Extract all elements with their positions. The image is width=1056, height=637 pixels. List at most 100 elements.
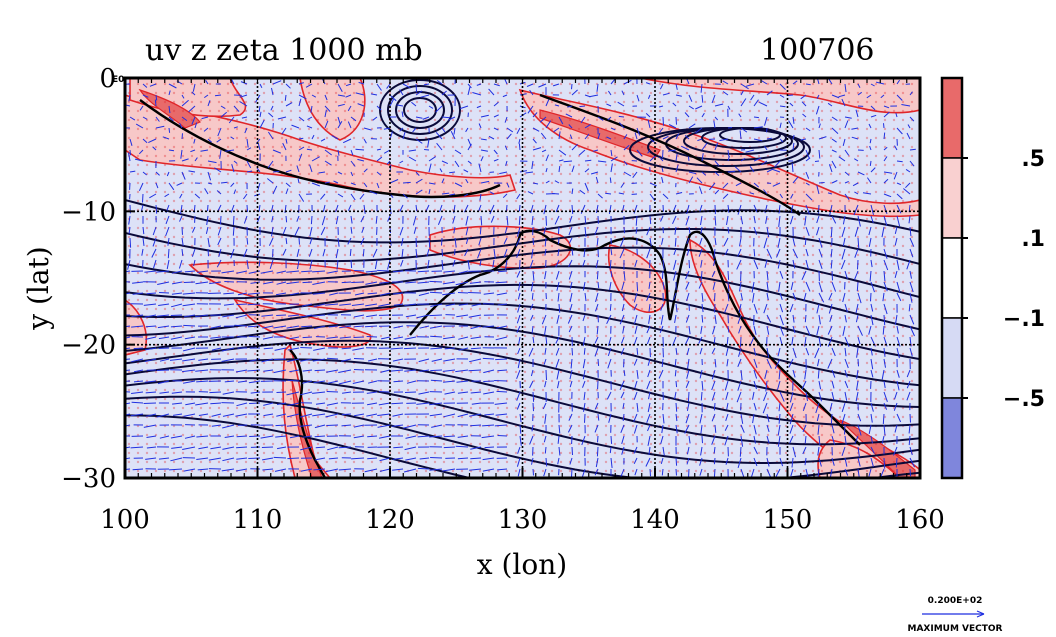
wind-vector — [469, 281, 482, 284]
wind-vector — [545, 457, 548, 467]
wind-vector — [909, 325, 915, 337]
wind-vector — [276, 314, 287, 316]
wind-vector — [855, 391, 859, 402]
wind-vector — [125, 457, 131, 460]
wind-vector — [352, 347, 365, 351]
wind-vector — [452, 259, 456, 267]
wind-vector — [470, 391, 482, 394]
wind-vector — [477, 248, 482, 259]
wind-vector — [125, 270, 131, 273]
wind-vector — [207, 100, 211, 107]
wind-vector — [779, 314, 784, 326]
wind-vector — [158, 336, 170, 340]
wind-vector — [299, 424, 313, 427]
wind-vector — [568, 413, 573, 421]
wind-vector — [527, 105, 534, 114]
wind-vector — [736, 259, 742, 270]
wind-vector — [324, 181, 330, 184]
wind-vector — [353, 336, 365, 338]
wind-vector — [392, 413, 404, 417]
wind-vector — [815, 105, 820, 115]
wind-vector — [287, 402, 300, 407]
wind-vector — [714, 189, 720, 195]
wind-vector — [273, 358, 287, 361]
wind-vector — [530, 281, 534, 292]
wind-vector — [779, 457, 784, 467]
wind-vector — [792, 259, 796, 269]
wind-vector — [623, 171, 632, 177]
wind-vector — [351, 281, 365, 283]
wind-vector — [480, 215, 483, 226]
wind-vector — [376, 156, 383, 162]
wind-vector — [675, 402, 678, 412]
wind-vector — [214, 94, 222, 97]
wind-vector — [347, 237, 352, 245]
wind-vector — [727, 281, 730, 292]
wind-vector — [883, 132, 886, 140]
wind-vector — [634, 314, 638, 325]
wind-vector — [377, 413, 391, 416]
wind-vector — [270, 204, 274, 213]
wind-vector — [901, 104, 911, 107]
wind-vector — [595, 292, 599, 303]
wind-vector — [895, 112, 898, 118]
wind-vector — [518, 336, 521, 345]
wind-vector — [152, 146, 157, 151]
wind-vector — [441, 90, 447, 96]
wind-vector — [171, 270, 183, 274]
wind-vector — [516, 391, 521, 401]
wind-vector — [727, 155, 730, 162]
wind-vector — [196, 457, 209, 460]
wind-vector — [338, 446, 352, 449]
wind-vector — [353, 435, 365, 439]
wind-vector — [558, 446, 561, 456]
wind-vector — [276, 413, 287, 417]
wind-vector — [203, 127, 209, 132]
wind-vector — [779, 105, 786, 108]
wind-vector — [156, 270, 170, 273]
wind-vector — [353, 369, 365, 371]
wind-vector — [468, 314, 482, 318]
wind-vector — [236, 446, 248, 449]
wind-vector — [582, 380, 586, 388]
wind-vector — [771, 168, 781, 173]
wind-vector — [298, 94, 307, 100]
wind-vector — [478, 163, 482, 173]
wind-vector — [844, 83, 847, 93]
wind-vector — [429, 435, 443, 438]
wind-vector — [322, 204, 326, 212]
wind-vector — [389, 131, 393, 140]
wind-vector — [528, 347, 534, 357]
wind-vector — [224, 435, 235, 438]
wind-vector — [480, 114, 489, 118]
wind-vector — [134, 158, 144, 162]
wind-vector — [818, 292, 825, 303]
wind-vector — [138, 149, 144, 155]
wind-vector — [262, 325, 274, 329]
wind-vector — [154, 99, 157, 107]
wind-vector — [542, 402, 547, 410]
wind-vector — [345, 94, 352, 98]
wind-vector — [620, 182, 625, 188]
wind-vector — [594, 424, 599, 433]
wind-vector — [220, 105, 226, 110]
wind-vector — [338, 380, 352, 385]
wind-vector — [607, 116, 612, 121]
wind-vector — [779, 292, 783, 300]
wind-vector — [571, 83, 573, 90]
wind-vector — [868, 325, 872, 335]
wind-vector — [544, 270, 547, 280]
wind-vector — [698, 281, 703, 289]
wind-vector — [455, 369, 469, 373]
wind-vector — [674, 358, 677, 367]
contour-loop — [379, 79, 461, 141]
wind-vector — [311, 182, 320, 187]
wind-vector — [896, 259, 900, 271]
wind-vector — [324, 109, 327, 118]
wind-vector — [350, 259, 353, 268]
wind-vector — [698, 248, 703, 257]
wind-vector — [870, 369, 874, 378]
wind-vector — [737, 457, 742, 469]
wind-vector — [470, 347, 482, 350]
wind-vector — [541, 314, 547, 325]
